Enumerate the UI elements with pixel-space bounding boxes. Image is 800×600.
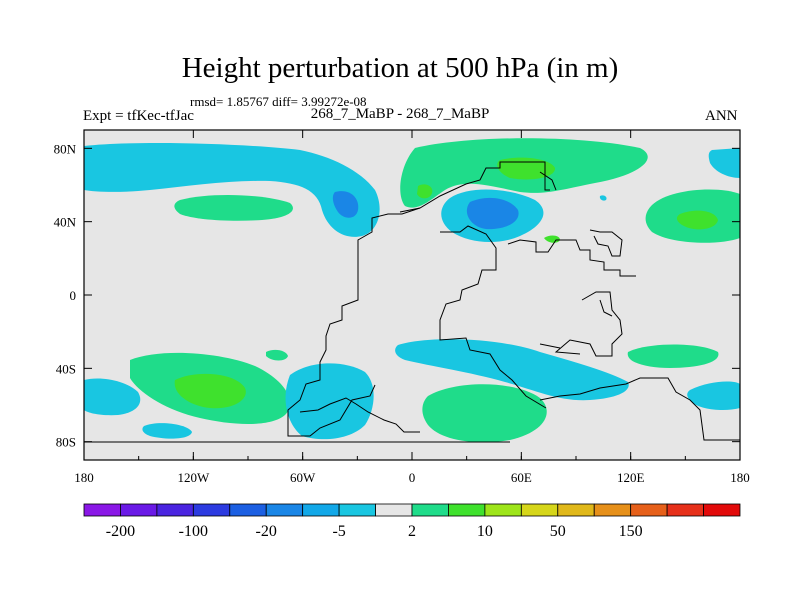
colorbar-swatch (666, 503, 704, 517)
anomaly-shading (84, 138, 740, 443)
colorbar-swatch (265, 503, 304, 517)
coastline-eurasia-north (399, 161, 550, 213)
anomaly-positive-sh-indian (422, 384, 547, 443)
y-tick-label: 80N (54, 141, 77, 156)
plot-title: Height perturbation at 500 hPa (in m) (181, 52, 619, 84)
anomaly-negative-sh-atlantic (285, 363, 374, 440)
coastline-ne-islands (539, 171, 557, 191)
coastline-atlantic-west (287, 207, 421, 437)
y-tick-label: 40N (54, 215, 77, 230)
anomaly-negative-sh-pacific-small (142, 423, 192, 439)
anomaly-positive-nh-pacific (174, 194, 293, 221)
map-plot-area: 180 120W 60W 0 60E 120E 180 80N 40N 0 40S 80S (54, 129, 750, 485)
colorbar-swatch (557, 503, 595, 517)
colorbar-swatch (703, 503, 741, 517)
colorbar-label: -5 (332, 523, 345, 540)
x-tick-label: 180 (74, 470, 94, 485)
season-label: ANN (705, 108, 738, 124)
colorbar-swatch (83, 503, 121, 517)
anomaly-negative-sh-pacific-west (84, 378, 141, 416)
colorbar-label: 10 (477, 523, 493, 540)
rmsd-diff-stats: rmsd= 1.85767 diff= 3.99272e-08 (190, 94, 367, 109)
anomaly-positive-sh-east (627, 344, 719, 368)
x-tick-label: 120W (177, 470, 210, 485)
case-comparison-label: 268_7_MaBP - 268_7_MaBP (310, 106, 490, 122)
anomaly-negative-ne-corner (708, 148, 740, 178)
colorbar-swatch (338, 503, 376, 517)
colorbar-swatch (192, 503, 231, 517)
colorbar-swatch (448, 503, 486, 517)
colorbar-swatch (630, 503, 668, 517)
colorbar-swatch (520, 503, 559, 517)
colorbar-swatch (120, 503, 158, 517)
coastline-indonesia (554, 291, 623, 357)
y-axis-ticks: 80N 40N 0 40S 80S (54, 141, 740, 450)
anomaly-negative-sh-indian (395, 339, 629, 401)
colorbar-label: -100 (179, 523, 208, 540)
coastline-asia-east (589, 229, 623, 257)
coastline-asia-central (507, 239, 636, 277)
coastline-sh-ocean (539, 377, 740, 441)
anomaly-negative-nh-dot (599, 195, 607, 201)
x-tick-label: 180 (730, 470, 750, 485)
colorbar-label: 50 (550, 523, 566, 540)
colorbar-label: 2 (408, 523, 416, 540)
colorbar-swatch (229, 503, 267, 517)
anomaly-positive-nw-pacific-core (676, 210, 718, 230)
anomaly-positive-asia-small (544, 235, 560, 243)
colorbar-swatch (411, 503, 449, 517)
anomaly-positive-eurasia-core (497, 157, 556, 180)
x-axis-ticks: 180 120W 60W 0 60E 120E 180 (74, 130, 750, 485)
coastline-south-america (299, 397, 420, 433)
anomaly-positive-sh-small (266, 349, 288, 361)
y-tick-label: 0 (70, 288, 77, 303)
x-tick-label: 60E (511, 470, 532, 485)
colorbar-label: -200 (106, 523, 135, 540)
coastlines (84, 161, 740, 443)
colorbar-swatch (484, 503, 522, 517)
coastline-africa-east (439, 225, 547, 409)
colorbar-swatch (375, 503, 413, 517)
colorbar-label: -20 (256, 523, 277, 540)
coastline-australia (539, 299, 613, 349)
colorbar-swatch (593, 503, 632, 517)
anomaly-negative-nh-pacific (84, 143, 380, 237)
experiment-label: Expt = tfKec-tfJac (83, 108, 194, 124)
colorbar: -200 -100 -20 -5 2 10 50 150 (83, 503, 741, 540)
x-tick-label: 0 (409, 470, 416, 485)
y-tick-label: 80S (56, 435, 76, 450)
anomaly-negative-sh-east (687, 381, 740, 410)
x-tick-label: 120E (617, 470, 645, 485)
anomaly-negative-nh-pacific-core (332, 191, 359, 218)
colorbar-swatch (302, 503, 340, 517)
x-tick-label: 60W (290, 470, 316, 485)
colorbar-label: 150 (619, 523, 643, 540)
y-tick-label: 40S (56, 361, 76, 376)
colorbar-swatch (156, 503, 194, 517)
anomaly-positive-sh-pacific-core (174, 373, 246, 409)
anomaly-positive-eurasia-small (417, 184, 433, 199)
anomaly-negative-eurasia-core (466, 197, 519, 230)
